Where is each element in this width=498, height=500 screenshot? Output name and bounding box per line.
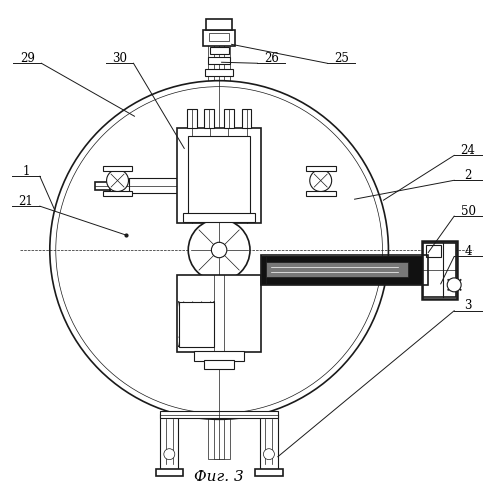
Bar <box>224 109 234 128</box>
Circle shape <box>50 80 388 419</box>
Bar <box>183 278 255 287</box>
Bar <box>261 256 266 284</box>
Circle shape <box>447 278 461 292</box>
Bar <box>206 19 232 30</box>
Bar <box>110 179 130 192</box>
Text: 24: 24 <box>461 144 476 157</box>
Bar <box>95 182 110 190</box>
Bar <box>204 109 214 128</box>
Bar <box>209 34 229 41</box>
Circle shape <box>188 219 250 281</box>
Bar <box>204 360 234 369</box>
Text: 21: 21 <box>18 194 33 207</box>
Bar <box>103 190 132 196</box>
Bar <box>194 350 244 360</box>
Bar <box>160 414 178 469</box>
Text: 4: 4 <box>464 245 472 258</box>
Text: 3: 3 <box>464 300 472 312</box>
Bar <box>255 469 283 476</box>
Bar <box>423 242 456 298</box>
Text: 50: 50 <box>461 204 476 218</box>
Circle shape <box>310 170 332 192</box>
Text: 29: 29 <box>20 52 35 65</box>
Bar <box>177 128 261 222</box>
Bar <box>210 48 229 54</box>
Circle shape <box>56 86 382 413</box>
Bar <box>183 212 255 222</box>
Bar <box>306 190 336 196</box>
Bar <box>422 241 457 299</box>
Bar <box>261 256 428 284</box>
Bar <box>129 178 209 193</box>
Text: Фиг. 3: Фиг. 3 <box>194 470 244 484</box>
Bar <box>208 58 230 64</box>
Bar <box>260 414 278 469</box>
Circle shape <box>107 170 128 192</box>
Bar <box>155 469 183 476</box>
Text: 26: 26 <box>264 52 279 65</box>
Bar <box>214 24 224 459</box>
Bar <box>188 136 250 215</box>
Bar <box>179 302 214 346</box>
Circle shape <box>212 242 227 258</box>
Bar <box>103 166 132 170</box>
Bar <box>205 68 233 75</box>
Bar <box>160 411 278 418</box>
Text: 30: 30 <box>112 52 127 65</box>
Bar <box>203 30 235 46</box>
Bar <box>261 255 428 285</box>
Bar <box>242 109 251 128</box>
Bar <box>177 275 261 351</box>
Text: 25: 25 <box>334 52 349 65</box>
Circle shape <box>263 448 274 460</box>
Text: 2: 2 <box>465 169 472 182</box>
Bar <box>306 166 336 170</box>
Bar <box>187 109 197 128</box>
Circle shape <box>164 448 175 460</box>
Text: 1: 1 <box>22 165 29 178</box>
Bar <box>426 245 441 258</box>
Bar <box>208 24 230 459</box>
Bar <box>266 262 408 278</box>
